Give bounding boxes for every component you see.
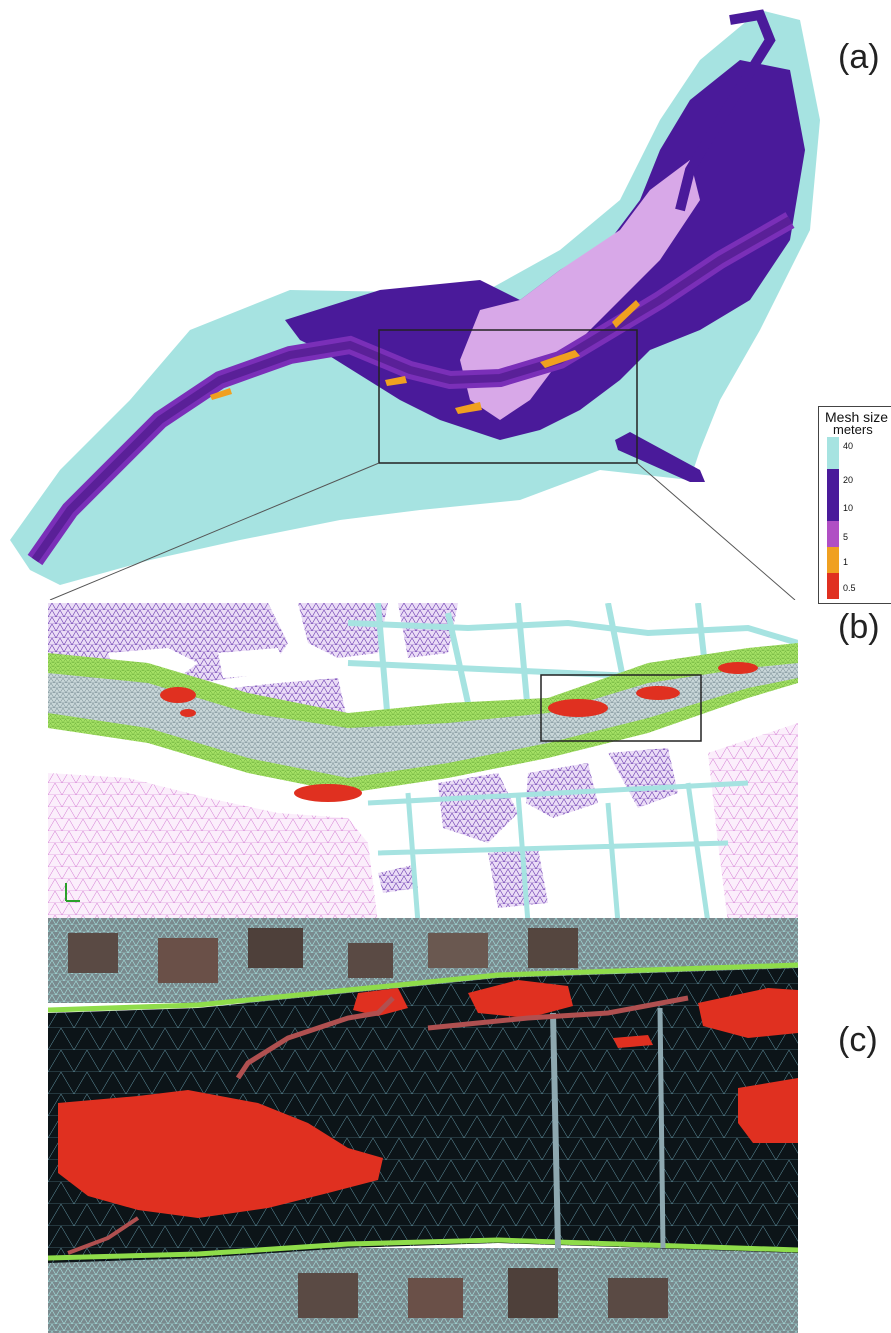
green-bank-line: [48, 1237, 798, 1261]
panel-label-c: (c): [838, 1021, 878, 1059]
legend-value: 10: [843, 503, 854, 513]
legend-value: 20: [843, 475, 854, 485]
finest-mesh-island: [353, 988, 408, 1016]
building: [68, 933, 118, 973]
fine-mesh-patch: [455, 402, 482, 414]
mesh-size-legend: Mesh size meters 40 20 10 5 1 0.5: [818, 406, 891, 604]
finest-mesh-patch: [180, 709, 196, 717]
zoom-box: [540, 674, 702, 742]
levee-line: [427, 995, 689, 1031]
green-bank-band: [48, 643, 798, 793]
legend-swatch-5: [827, 521, 839, 547]
overview-map: [10, 9, 820, 600]
bridge: [550, 1012, 561, 1249]
legend-value: 40: [843, 441, 854, 451]
legend-swatch-20: [827, 469, 839, 521]
street-network: [367, 780, 749, 923]
finest-mesh-island: [58, 1090, 383, 1218]
finest-mesh-patch: [548, 699, 608, 717]
bridge: [657, 1007, 666, 1249]
legend-swatch-0.5: [827, 573, 839, 599]
urban-mesh-block: [438, 773, 518, 843]
aerial-mesh-view: [48, 918, 798, 1333]
axis-glyph: [65, 883, 80, 902]
finest-mesh-patch: [718, 662, 758, 674]
building: [528, 928, 578, 968]
legend-value: 0.5: [843, 583, 856, 593]
fine-mesh-patch: [612, 300, 640, 328]
fine-mesh-patch: [210, 388, 232, 400]
building: [508, 1268, 558, 1318]
urban-streets: [460, 160, 700, 420]
finest-mesh-patch: [636, 686, 680, 700]
building: [428, 933, 488, 968]
urban-mesh-block: [378, 865, 418, 893]
zoom-line: [636, 462, 796, 600]
zoom-box: [378, 329, 638, 464]
zoom-line: [49, 462, 380, 600]
legend-unit: meters: [833, 422, 873, 437]
north-canal: [675, 9, 776, 212]
finest-mesh-island: [468, 980, 573, 1018]
river-channel-mesh: [48, 663, 798, 778]
building: [158, 938, 218, 983]
legend-value: 1: [843, 557, 849, 567]
panel-label-a: (a): [838, 38, 880, 76]
legend-title: Mesh size: [825, 409, 889, 425]
panel-label-b: (b): [838, 608, 880, 646]
coarse-mesh-southeast: [708, 723, 798, 923]
building: [608, 1278, 668, 1318]
urban-mesh-block: [608, 748, 678, 808]
fine-mesh-patch: [385, 376, 407, 386]
finest-mesh-patch: [160, 687, 196, 703]
river-core: [31, 216, 792, 563]
levee-line: [67, 1216, 140, 1255]
finest-mesh-island: [738, 1078, 798, 1143]
urban-mesh-block: [298, 603, 388, 658]
building: [248, 928, 303, 968]
urban-mesh-block: [488, 848, 548, 908]
urban-mesh-region: [285, 60, 805, 440]
building: [408, 1278, 463, 1318]
finest-mesh-island: [613, 1035, 653, 1048]
white-hole: [218, 648, 288, 678]
finest-mesh-patch: [294, 784, 362, 802]
legend-swatch-1: [827, 547, 839, 573]
legend-value: 5: [843, 532, 849, 542]
finest-mesh-island: [698, 988, 798, 1038]
urban-mesh-block: [398, 603, 458, 658]
street-network: [347, 603, 798, 724]
legend-swatch-40: [827, 437, 839, 469]
building: [348, 943, 393, 978]
levee-line: [235, 996, 395, 1080]
coarse-mesh-south: [48, 773, 378, 923]
zoom-mesh-map: [48, 603, 798, 923]
green-bank-line: [48, 962, 798, 1013]
fine-mesh-patch: [540, 350, 580, 368]
building: [298, 1273, 358, 1318]
